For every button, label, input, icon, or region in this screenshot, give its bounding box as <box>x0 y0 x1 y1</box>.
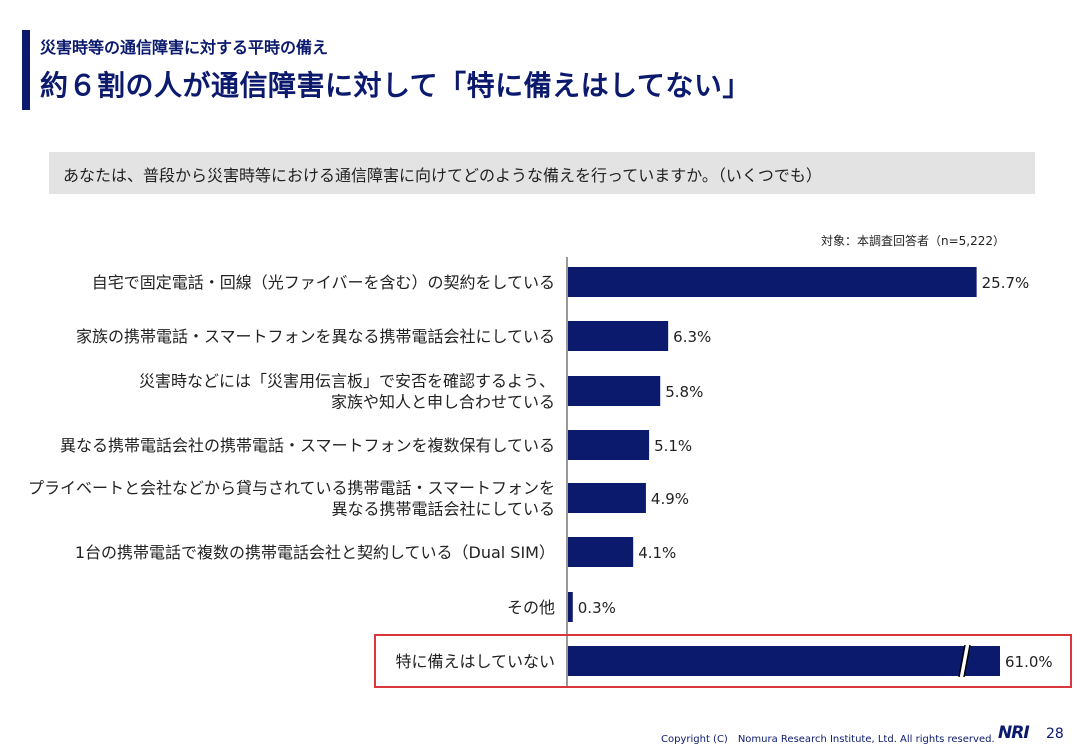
category-label-4-0: プライベートと会社などから貸与されている携帯電話・スマートフォンを <box>28 479 555 498</box>
axis-break-mark <box>958 644 971 678</box>
value-label-3: 5.1% <box>654 437 692 455</box>
bar-1 <box>568 321 669 351</box>
page-subtitle: 災害時等の通信障害に対する平時の備え <box>40 38 329 57</box>
bar-4 <box>568 483 646 513</box>
question-box: あなたは、普段から災害時等における通信障害に向けてどのような備えを行っていますか… <box>49 152 1035 194</box>
copyright: Copyright (C) Nomura Research Institute,… <box>661 734 995 745</box>
category-label-2-1: 家族や知人と申し合わせている <box>331 393 555 412</box>
bar-2 <box>568 376 661 406</box>
bar-0 <box>568 267 977 297</box>
category-label-1-0: 家族の携帯電話・スマートフォンを異なる携帯電話会社にしている <box>76 327 555 346</box>
respondents-note: 対象：本調査回答者（n=5,222） <box>820 234 1005 248</box>
page-title: 約６割の人が通信障害に対して「特に備えはしてない」 <box>40 69 751 102</box>
bar-5 <box>568 537 634 567</box>
value-label-5: 4.1% <box>638 544 676 562</box>
question-text: あなたは、普段から災害時等における通信障害に向けてどのような備えを行っていますか… <box>63 166 822 185</box>
title-accent-bar <box>22 30 30 110</box>
bar-6 <box>568 592 573 622</box>
bar-3 <box>568 430 650 460</box>
category-label-0-0: 自宅で固定電話・回線（光ファイバーを含む）の契約をしている <box>92 273 555 292</box>
category-label-3-0: 異なる携帯電話会社の携帯電話・スマートフォンを複数保有している <box>60 436 555 455</box>
nri-logo: NRI <box>998 723 1030 743</box>
highlight-box <box>374 634 1072 688</box>
value-label-2: 5.8% <box>665 383 703 401</box>
category-label-7-0: 特に備えはしていない <box>395 652 555 671</box>
value-label-4: 4.9% <box>651 490 689 508</box>
category-label-2-0: 災害時などには「災害用伝言板」で安否を確認するよう、 <box>139 372 555 391</box>
value-label-0: 25.7% <box>982 274 1030 292</box>
category-label-6-0: その他 <box>507 598 555 617</box>
category-label-4-1: 異なる携帯電話会社にしている <box>331 500 555 519</box>
bar-7 <box>568 646 1000 676</box>
value-label-7: 61.0% <box>1005 653 1053 671</box>
page-number: 28 <box>1046 726 1064 742</box>
category-label-5-0: 1台の携帯電話で複数の携帯電話会社と契約している（Dual SIM） <box>75 543 555 562</box>
value-label-1: 6.3% <box>673 328 711 346</box>
value-label-6: 0.3% <box>578 599 616 617</box>
